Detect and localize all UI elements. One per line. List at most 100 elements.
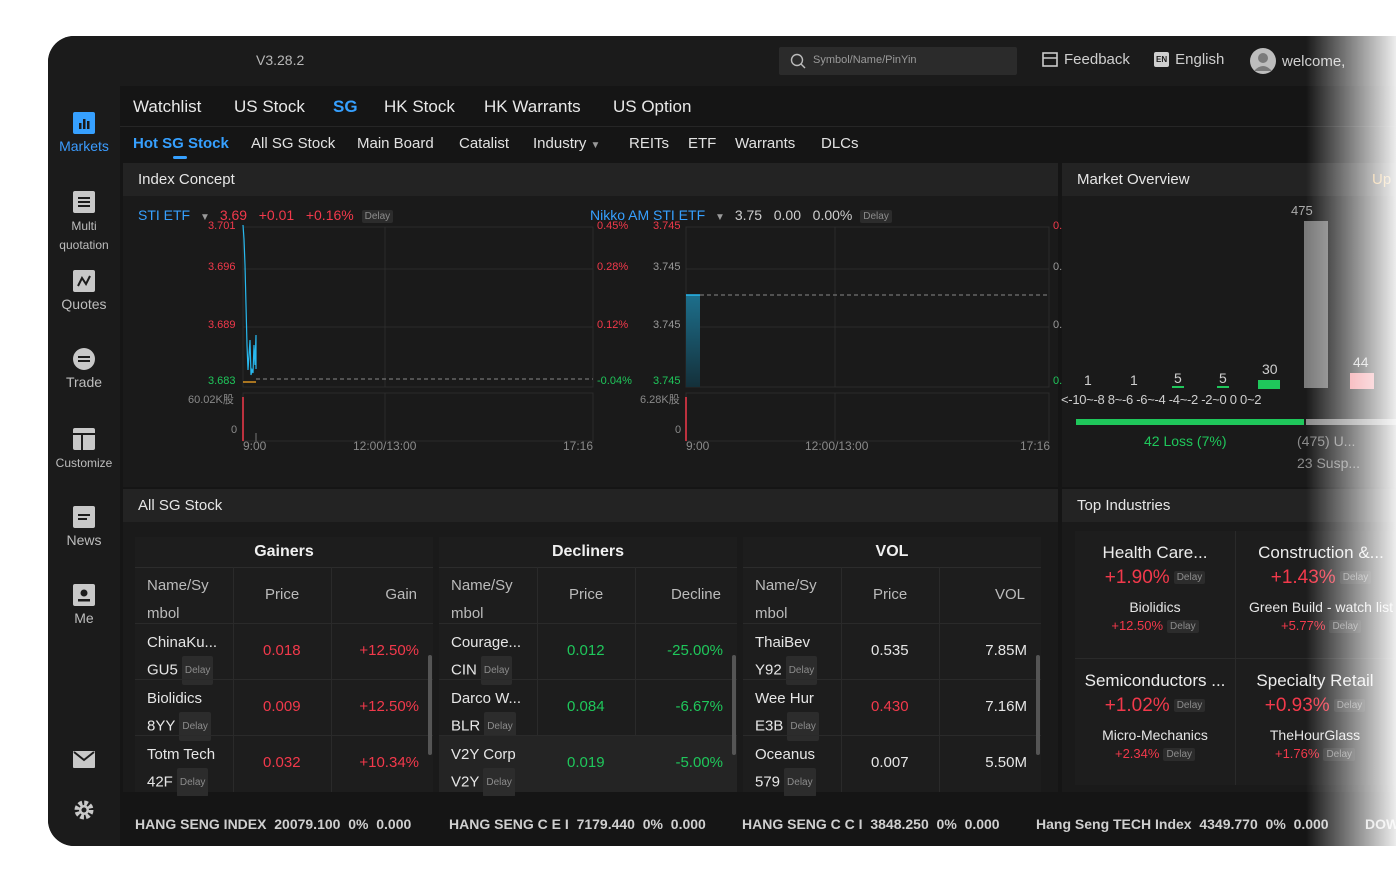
ticker-item[interactable]: HANG SENG C C I 3848.250 0% 0.000 xyxy=(742,816,1000,832)
sidebar-item-trade[interactable]: Trade xyxy=(48,348,120,390)
delay-badge: Delay xyxy=(1167,620,1199,634)
subtab-hot-sg-stock[interactable]: Hot SG Stock xyxy=(133,135,229,152)
scrollbar[interactable] xyxy=(1036,655,1040,755)
avatar xyxy=(1250,48,1276,74)
tab-hk-stock[interactable]: HK Stock xyxy=(384,97,455,116)
column-header[interactable]: Name/Sy mbol xyxy=(451,577,513,622)
sti-etf-name: STI ETF xyxy=(138,207,191,223)
industry-top-stock: Biolidics xyxy=(1129,599,1181,615)
divider xyxy=(1075,658,1395,659)
sidebar-item-label: Trade xyxy=(65,374,103,390)
ticker-name: DOW xyxy=(1365,816,1396,832)
industry-top-stock-pct: +1.76% xyxy=(1274,746,1320,761)
tab-us-option[interactable]: US Option xyxy=(613,97,692,116)
distribution-bar xyxy=(1304,221,1328,388)
subtab-reits[interactable]: REITs xyxy=(629,135,670,152)
sti-etf-quote[interactable]: STI ETF ▼ 3.69 +0.01 +0.16% Delay xyxy=(138,207,394,223)
table-row[interactable]: ThaiBev Y92 Delay 0.535 7.85M xyxy=(743,623,1041,685)
tab-watchlist[interactable]: Watchlist xyxy=(133,97,202,116)
industry-pct: +1.90% xyxy=(1104,567,1170,588)
ticker-pct: 0% xyxy=(642,816,663,832)
industry-name: Semiconductors ... xyxy=(1084,671,1226,690)
table-header: Name/Sy mbol Price Gain xyxy=(135,567,433,624)
delay-badge: Delay xyxy=(361,209,394,223)
stock-symbol: 42F xyxy=(147,773,173,791)
column-header[interactable]: Name/Sy mbol xyxy=(147,577,209,622)
column-header[interactable]: Decline xyxy=(670,586,721,603)
table-row[interactable]: Biolidics 8YY Delay 0.009 +12.50% xyxy=(135,679,433,741)
unchanged-ratio-bar xyxy=(1306,419,1396,425)
table-row[interactable]: Courage... CIN Delay 0.012 -25.00% xyxy=(439,623,737,685)
subtab-catalist[interactable]: Catalist xyxy=(459,135,510,152)
stock-price: 0.009 xyxy=(263,698,301,715)
feedback-button[interactable]: Feedback xyxy=(1042,51,1130,68)
search-input[interactable]: Symbol/Name/PinYin xyxy=(779,47,1017,75)
subtab-warrants[interactable]: Warrants xyxy=(735,135,796,152)
delay-badge: Delay xyxy=(1163,748,1196,762)
chevron-down-icon: ▼ xyxy=(590,140,601,151)
x-tick: 12:00/13:00 xyxy=(353,439,417,453)
table-row[interactable]: Totm Tech 42F Delay 0.032 +10.34% xyxy=(135,735,433,797)
subtab-dlcs[interactable]: DLCs xyxy=(821,135,859,152)
nikko-etf-quote[interactable]: Nikko AM STI ETF ▼ 3.75 0.00 0.00% Delay xyxy=(590,207,892,223)
industry-card[interactable]: Specialty Retail +0.93% Delay TheHourGlas… xyxy=(1236,671,1394,762)
volume-max: 60.02K股 xyxy=(188,394,234,406)
ticker-item[interactable]: HANG SENG C E I 7179.440 0% 0.000 xyxy=(449,816,706,832)
ticker-item[interactable]: HANG SENG INDEX 20079.100 0% 0.000 xyxy=(135,816,411,832)
delay-badge: Delay xyxy=(787,712,819,741)
stock-decline: -5.00% xyxy=(675,754,723,771)
tab-hk-warrants[interactable]: HK Warrants xyxy=(484,97,581,116)
table-row[interactable]: Darco W... BLR Delay 0.084 -6.67% xyxy=(439,679,737,741)
intraday-charts xyxy=(242,225,1050,442)
table-row[interactable]: V2Y Corp V2Y Delay 0.019 -5.00% xyxy=(439,735,737,797)
table-row[interactable]: Wee Hur E3B Delay 0.430 7.16M xyxy=(743,679,1041,741)
subtab-etf[interactable]: ETF xyxy=(688,135,717,152)
industry-top-stock-pct: +12.50% xyxy=(1111,618,1164,633)
suspended-count: 23 Susp... xyxy=(1297,455,1361,471)
column-header[interactable]: VOL xyxy=(994,586,1025,603)
ticker-change: 0.000 xyxy=(670,816,706,832)
volume-min: 0 xyxy=(231,424,238,436)
industry-card[interactable]: Construction &... +1.43% Delay Green Buil… xyxy=(1236,543,1396,634)
tab-sg[interactable]: SG xyxy=(333,97,358,116)
table-row[interactable]: ChinaKu... GU5 Delay 0.018 +12.50% xyxy=(135,623,433,685)
mail-icon[interactable] xyxy=(73,751,95,768)
industry-card[interactable]: Health Care... +1.90% Delay Biolidics +12… xyxy=(1076,543,1234,634)
unchanged-count: (475) U... xyxy=(1297,433,1356,449)
subtab-all-sg-stock[interactable]: All SG Stock xyxy=(251,135,336,152)
sidebar-item-label: Quotes xyxy=(61,296,107,312)
sidebar-item-multi-quotation[interactable]: Multi quotation xyxy=(48,191,120,255)
column-header[interactable]: Price xyxy=(873,586,908,603)
sidebar-item-me[interactable]: Me xyxy=(48,584,120,626)
industry-top-stock: Micro-Mechanics xyxy=(1102,727,1208,743)
ticker-item[interactable]: Hang Seng TECH Index 4349.770 0% 0.000 xyxy=(1036,816,1329,832)
stock-name: ThaiBev xyxy=(755,634,811,651)
subtab-industry[interactable]: Industry ▼ xyxy=(533,135,600,152)
ticker-name: HANG SENG C C I xyxy=(742,816,863,832)
column-header[interactable]: Price xyxy=(569,586,604,603)
sidebar-item-label: Me xyxy=(74,610,94,626)
column-header[interactable]: Price xyxy=(265,586,300,603)
tab-us-stock[interactable]: US Stock xyxy=(234,97,305,116)
stock-volume: 7.16M xyxy=(985,698,1027,715)
delay-badge: Delay xyxy=(176,768,209,797)
sidebar-item-news[interactable]: News xyxy=(48,506,120,548)
industry-top-stock: TheHourGlass xyxy=(1269,727,1361,743)
table-row[interactable]: Oceanus 579 Delay 0.007 5.50M xyxy=(743,735,1041,797)
column-header[interactable]: Gain xyxy=(385,586,417,603)
scrollbar[interactable] xyxy=(428,655,432,755)
subtab-main-board[interactable]: Main Board xyxy=(357,135,434,152)
ticker-item[interactable]: DOW xyxy=(1365,816,1396,832)
scrollbar[interactable] xyxy=(732,655,736,755)
user-menu[interactable]: welcome, xyxy=(1250,48,1345,74)
language-button[interactable]: EN English xyxy=(1154,51,1224,68)
column-header[interactable]: Name/Sy mbol xyxy=(755,577,817,622)
sidebar-item-quotes[interactable]: Quotes xyxy=(48,270,120,312)
industry-card[interactable]: Semiconductors ... +1.02% Delay Micro-Mec… xyxy=(1076,671,1234,762)
news-icon xyxy=(73,506,95,528)
gear-icon[interactable] xyxy=(73,799,95,821)
sidebar-item-markets[interactable]: Markets xyxy=(48,112,120,154)
table-title: Decliners xyxy=(551,543,625,560)
sidebar-item-customize[interactable]: Customize xyxy=(48,428,120,473)
sidebar: Markets Multi quotation Quotes Trade Cus… xyxy=(48,86,120,846)
